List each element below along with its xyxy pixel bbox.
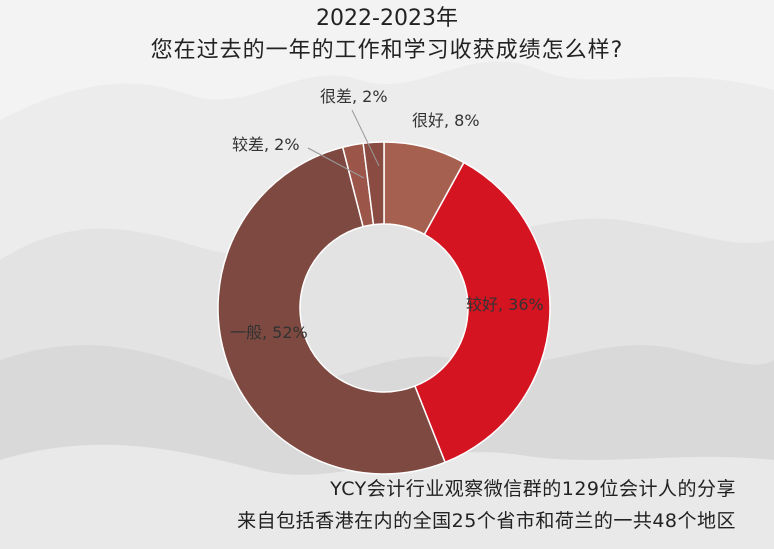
data-label-5: 很差, 2% xyxy=(320,87,388,106)
chart-subtitle: 您在过去的一年的工作和学习收获成绩怎么样? xyxy=(150,38,624,63)
slice-2 xyxy=(413,161,551,464)
data-label-4: 较差, 2% xyxy=(232,135,300,154)
leader-line-4 xyxy=(307,147,365,179)
slice-3 xyxy=(217,146,447,475)
chart-title: 2022-2023年 xyxy=(316,6,458,31)
slice-5 xyxy=(362,141,385,226)
footnote-source: YCY会计行业观察微信群的129位会计人的分享 xyxy=(330,478,736,500)
footnote-coverage: 来自包括香港在内的全国25个省市和荷兰的一共48个地区 xyxy=(237,510,736,532)
data-label-3: 一般, 52% xyxy=(230,323,308,342)
data-label-1: 很好, 8% xyxy=(412,111,480,130)
leader-line-5 xyxy=(351,109,380,167)
data-label-2: 较好, 36% xyxy=(466,295,544,314)
